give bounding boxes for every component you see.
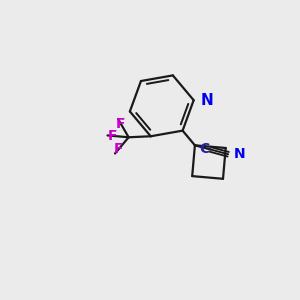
Text: N: N (233, 147, 245, 161)
Text: F: F (116, 116, 125, 130)
Text: C: C (199, 142, 209, 157)
Text: F: F (108, 129, 118, 143)
Text: F: F (114, 142, 123, 157)
Text: N: N (200, 93, 213, 108)
